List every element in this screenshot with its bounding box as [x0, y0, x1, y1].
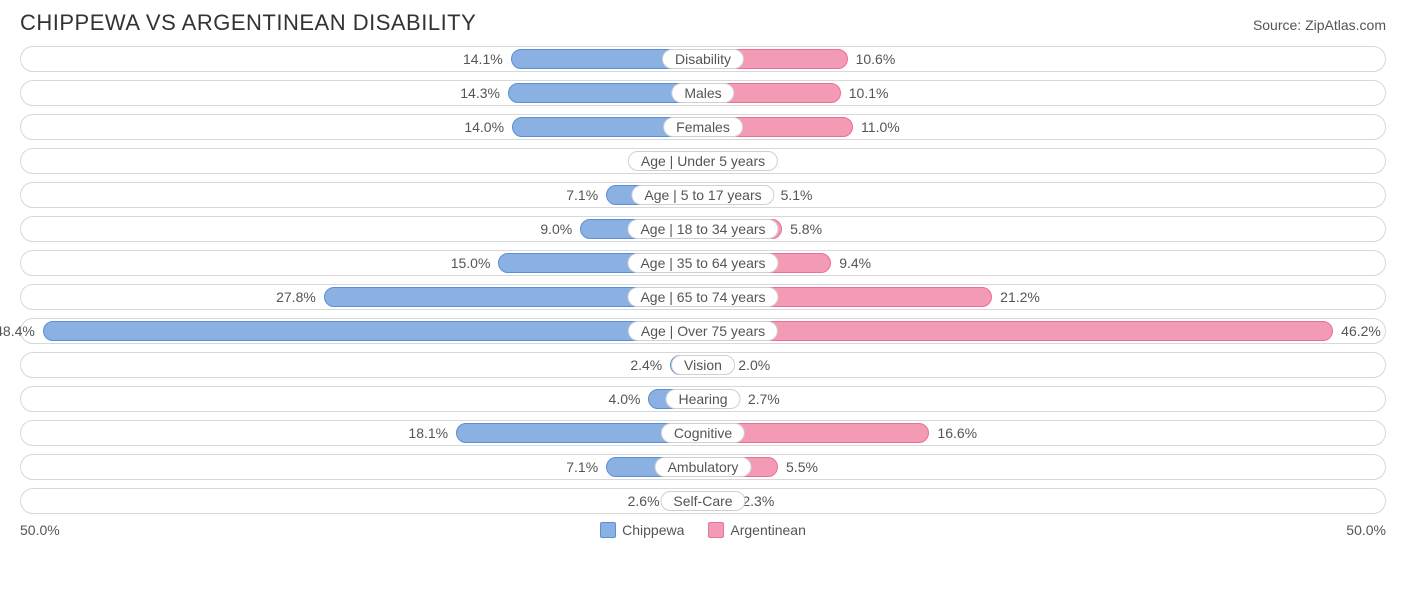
chart-footer: 50.0% Chippewa Argentinean 50.0% [20, 522, 1386, 538]
row-left-half: 4.0% [21, 387, 703, 411]
row-right-half: 5.1% [703, 183, 1385, 207]
category-label: Cognitive [661, 423, 745, 443]
axis-max-right: 50.0% [1346, 522, 1386, 538]
row-left-half: 7.1% [21, 455, 703, 479]
category-label: Age | 65 to 74 years [627, 287, 778, 307]
chart-row: 9.0% 5.8% Age | 18 to 34 years [20, 216, 1386, 242]
category-label: Hearing [665, 389, 740, 409]
row-left-half: 1.9% [21, 149, 703, 173]
row-right-half: 5.8% [703, 217, 1385, 241]
chart-source: Source: ZipAtlas.com [1253, 17, 1386, 33]
chart-row: 4.0% 2.7% Hearing [20, 386, 1386, 412]
value-label-left: 18.1% [408, 425, 448, 441]
chart-row: 7.1% 5.5% Ambulatory [20, 454, 1386, 480]
value-label-left: 15.0% [451, 255, 491, 271]
row-right-half: 16.6% [703, 421, 1385, 445]
chart-row: 27.8% 21.2% Age | 65 to 74 years [20, 284, 1386, 310]
category-label: Self-Care [660, 491, 745, 511]
chart-row: 14.1% 10.6% Disability [20, 46, 1386, 72]
chart-title: CHIPPEWA VS ARGENTINEAN DISABILITY [20, 10, 476, 36]
row-left-half: 2.6% [21, 489, 703, 513]
value-label-right: 9.4% [839, 255, 871, 271]
row-right-half: 1.2% [703, 149, 1385, 173]
row-left-half: 48.4% [21, 319, 703, 343]
row-left-half: 14.3% [21, 81, 703, 105]
legend-item-left: Chippewa [600, 522, 684, 538]
category-label: Disability [662, 49, 744, 69]
chart-row: 2.4% 2.0%Vision [20, 352, 1386, 378]
category-label: Age | Over 75 years [628, 321, 778, 341]
row-left-half: 7.1% [21, 183, 703, 207]
legend-label-left: Chippewa [622, 522, 684, 538]
value-label-right: 21.2% [1000, 289, 1040, 305]
row-right-half: 10.6% [703, 47, 1385, 71]
legend: Chippewa Argentinean [60, 522, 1347, 538]
value-label-right: 5.5% [786, 459, 818, 475]
row-left-half: 2.4% [21, 353, 703, 377]
category-label: Females [663, 117, 743, 137]
bar-right [703, 321, 1333, 341]
value-label-left: 27.8% [276, 289, 316, 305]
row-right-half: 46.2% [703, 319, 1385, 343]
row-right-half: 10.1% [703, 81, 1385, 105]
legend-item-right: Argentinean [708, 522, 806, 538]
value-label-left: 2.4% [630, 357, 662, 373]
category-label: Age | Under 5 years [628, 151, 778, 171]
chart-row: 48.4% 46.2% Age | Over 75 years [20, 318, 1386, 344]
legend-swatch-right [708, 522, 724, 538]
value-label-left: 7.1% [566, 459, 598, 475]
value-label-left: 14.3% [460, 85, 500, 101]
value-label-left: 4.0% [609, 391, 641, 407]
category-label: Ambulatory [655, 457, 752, 477]
value-label-left: 14.1% [463, 51, 503, 67]
row-left-half: 27.8% [21, 285, 703, 309]
row-left-half: 14.0% [21, 115, 703, 139]
value-label-right: 16.6% [937, 425, 977, 441]
chart-row: 7.1% 5.1% Age | 5 to 17 years [20, 182, 1386, 208]
row-right-half: 21.2% [703, 285, 1385, 309]
row-right-half: 2.7% [703, 387, 1385, 411]
category-label: Age | 35 to 64 years [627, 253, 778, 273]
chart-row: 1.9%1.2%Age | Under 5 years [20, 148, 1386, 174]
chart-row: 15.0% 9.4% Age | 35 to 64 years [20, 250, 1386, 276]
legend-swatch-left [600, 522, 616, 538]
row-left-half: 9.0% [21, 217, 703, 241]
value-label-right: 2.0% [738, 357, 770, 373]
row-right-half: 2.3% [703, 489, 1385, 513]
row-left-half: 18.1% [21, 421, 703, 445]
value-label-right: 5.1% [781, 187, 813, 203]
value-label-left: 2.6% [628, 493, 660, 509]
value-label-right: 11.0% [861, 119, 900, 135]
row-right-half: 2.0% [703, 353, 1385, 377]
value-label-left: 7.1% [566, 187, 598, 203]
value-label-right: 2.7% [748, 391, 780, 407]
chart-header: CHIPPEWA VS ARGENTINEAN DISABILITY Sourc… [20, 10, 1386, 36]
row-right-half: 5.5% [703, 455, 1385, 479]
value-label-right: 2.3% [742, 493, 774, 509]
legend-label-right: Argentinean [730, 522, 806, 538]
category-label: Vision [671, 355, 735, 375]
row-right-half: 11.0% [703, 115, 1385, 139]
axis-max-left: 50.0% [20, 522, 60, 538]
chart-row: 2.6% 2.3%Self-Care [20, 488, 1386, 514]
value-label-right: 5.8% [790, 221, 822, 237]
row-left-half: 15.0% [21, 251, 703, 275]
row-left-half: 14.1% [21, 47, 703, 71]
chart-row: 18.1% 16.6% Cognitive [20, 420, 1386, 446]
diverging-bar-chart: 14.1% 10.6% Disability 14.3% 10.1% Males 14.0%… [20, 46, 1386, 514]
value-label-right: 10.6% [856, 51, 896, 67]
value-label-right: 10.1% [849, 85, 889, 101]
chart-row: 14.0% 11.0% Females [20, 114, 1386, 140]
bar-left [43, 321, 703, 341]
value-label-left: 9.0% [540, 221, 572, 237]
category-label: Age | 18 to 34 years [627, 219, 778, 239]
value-label-left: 14.0% [464, 119, 504, 135]
category-label: Males [671, 83, 734, 103]
category-label: Age | 5 to 17 years [631, 185, 774, 205]
row-right-half: 9.4% [703, 251, 1385, 275]
chart-row: 14.3% 10.1% Males [20, 80, 1386, 106]
value-label-left: 48.4% [0, 323, 35, 339]
value-label-right: 46.2% [1341, 323, 1381, 339]
